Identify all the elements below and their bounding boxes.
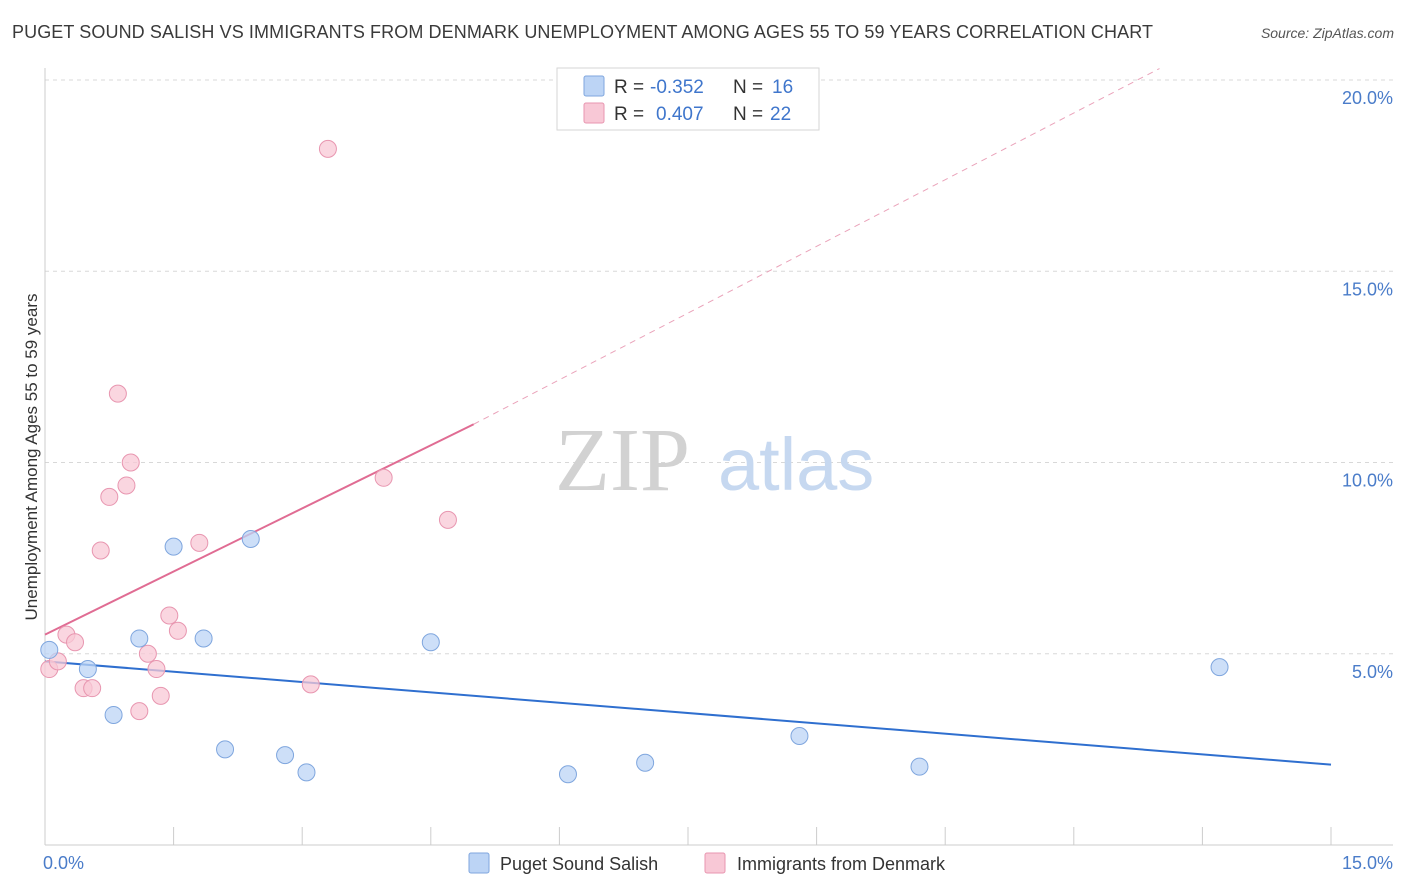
chart-title: PUGET SOUND SALISH VS IMMIGRANTS FROM DE…: [12, 22, 1154, 42]
point-puget-sound-salish-8: [276, 746, 295, 765]
source-label: Source: ZipAtlas.com: [1260, 25, 1394, 41]
bottom-legend-swatch-blue: [468, 852, 490, 874]
point-puget-sound-salish-9: [297, 763, 316, 782]
trend-line-puget-sound-salish: [44, 660, 1332, 766]
point-puget-sound-salish-13: [790, 726, 809, 745]
legend-r-label-1: R =: [614, 77, 644, 98]
point-immigrants-from-denmark-6: [91, 541, 110, 560]
legend-n-value-1: 16: [772, 77, 793, 98]
point-immigrants-from-denmark-17: [190, 533, 209, 552]
point-immigrants-from-denmark-12: [138, 644, 157, 663]
legend-r-value-2: 0.407: [656, 104, 704, 125]
legend-swatch-blue: [583, 75, 605, 97]
trend-lines: [44, 68, 1332, 766]
point-immigrants-from-denmark-19: [318, 139, 337, 158]
point-puget-sound-salish-1: [78, 660, 97, 679]
point-immigrants-from-denmark-16: [168, 621, 187, 640]
point-immigrants-from-denmark-20: [374, 468, 393, 487]
x-tick-labels: 0.0% 15.0%: [43, 853, 1393, 873]
point-puget-sound-salish-6: [216, 740, 235, 759]
legend: R = -0.352 N = 16 R = 0.407 N = 22: [556, 67, 820, 131]
legend-swatch-pink: [583, 102, 605, 124]
point-immigrants-from-denmark-8: [108, 384, 127, 403]
bottom-legend-label-blue: Puget Sound Salish: [500, 854, 658, 874]
watermark-atlas: atlas: [718, 423, 874, 506]
y-tick-labels: 5.0% 10.0% 15.0% 20.0%: [1342, 88, 1393, 682]
bottom-legend-label-pink: Immigrants from Denmark: [737, 854, 946, 874]
legend-n-label-2: N =: [733, 104, 763, 125]
point-immigrants-from-denmark-15: [160, 606, 179, 625]
watermark: ZIP atlas: [555, 411, 874, 510]
point-puget-sound-salish-7: [241, 530, 260, 548]
point-immigrants-from-denmark-11: [130, 702, 149, 721]
point-puget-sound-salish-2: [104, 705, 123, 724]
point-immigrants-from-denmark-10: [121, 453, 140, 472]
point-immigrants-from-denmark-14: [151, 686, 170, 705]
axes: [44, 68, 1393, 846]
point-immigrants-from-denmark-21: [438, 510, 457, 529]
legend-n-value-2: 22: [770, 104, 791, 125]
point-puget-sound-salish-12: [636, 753, 655, 772]
point-immigrants-from-denmark-3: [66, 633, 85, 652]
point-immigrants-from-denmark-7: [100, 487, 119, 506]
point-immigrants-from-denmark-9: [117, 476, 136, 495]
point-puget-sound-salish-3: [130, 629, 149, 648]
bottom-legend: Puget Sound Salish Immigrants from Denma…: [468, 852, 946, 874]
point-puget-sound-salish-4: [164, 537, 183, 556]
point-puget-sound-salish-11: [558, 765, 577, 784]
bottom-legend-swatch-pink: [704, 852, 726, 874]
x-tick-label-1: 15.0%: [1342, 853, 1393, 873]
legend-r-label-2: R =: [614, 104, 644, 125]
trend-line-immigrants-from-denmark: [44, 423, 475, 636]
point-puget-sound-salish-5: [194, 629, 213, 648]
y-tick-label-0: 5.0%: [1352, 662, 1393, 682]
y-tick-label-3: 20.0%: [1342, 88, 1393, 108]
trend-line-extension-immigrants-from-denmark: [473, 68, 1160, 425]
point-puget-sound-salish-10: [421, 633, 440, 652]
y-tick-label-1: 10.0%: [1342, 471, 1393, 491]
grid-lines: [45, 79, 1393, 655]
legend-r-value-1: -0.352: [650, 77, 704, 98]
data-points: [40, 139, 1229, 784]
y-tick-label-2: 15.0%: [1342, 279, 1393, 299]
point-immigrants-from-denmark-5: [83, 679, 102, 698]
point-puget-sound-salish-0: [40, 640, 59, 659]
watermark-zip: ZIP: [555, 411, 690, 510]
point-immigrants-from-denmark-18: [301, 675, 320, 694]
point-immigrants-from-denmark-13: [147, 660, 166, 679]
point-puget-sound-salish-14: [910, 757, 929, 776]
legend-n-label-1: N =: [733, 77, 763, 98]
x-tick-label-0: 0.0%: [43, 853, 84, 873]
y-axis-label: Unemployment Among Ages 55 to 59 years: [22, 294, 41, 621]
point-puget-sound-salish-15: [1210, 658, 1229, 677]
